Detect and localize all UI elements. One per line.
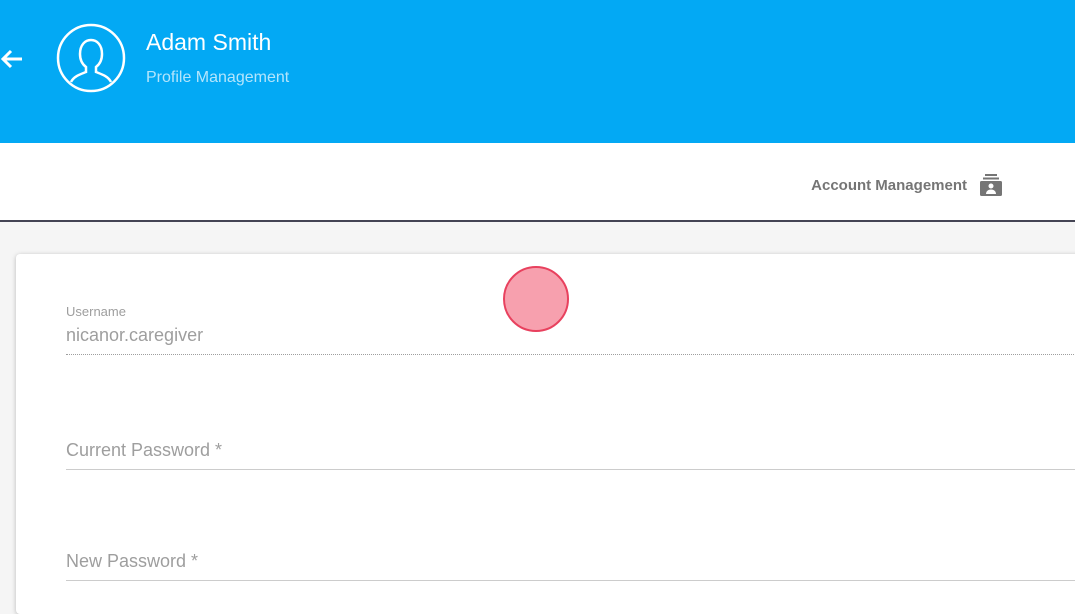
username-label: Username	[66, 304, 126, 319]
back-button[interactable]	[0, 46, 26, 72]
username-value: nicanor.caregiver	[66, 325, 1075, 355]
current-password-input[interactable]: Current Password *	[66, 440, 1075, 470]
current-password-label: Current Password *	[66, 440, 1075, 470]
account-management-label: Account Management	[811, 176, 967, 194]
click-indicator	[503, 266, 569, 332]
new-password-label: New Password *	[66, 551, 1075, 581]
page-subtitle: Profile Management	[146, 69, 290, 86]
profile-header: Adam Smith Profile Management	[0, 0, 1075, 143]
account-form-card: Username nicanor.caregiver Current Passw…	[16, 254, 1075, 614]
user-name: Adam Smith	[146, 29, 272, 55]
toolbar: Account Management	[0, 143, 1075, 222]
arrow-left-icon	[0, 49, 22, 69]
user-silhouette-icon	[56, 23, 126, 93]
account-box-icon	[980, 174, 1002, 196]
new-password-input[interactable]: New Password *	[66, 551, 1075, 581]
account-management-button[interactable]: Account Management	[811, 173, 1003, 197]
username-field: Username nicanor.caregiver	[66, 304, 1075, 355]
